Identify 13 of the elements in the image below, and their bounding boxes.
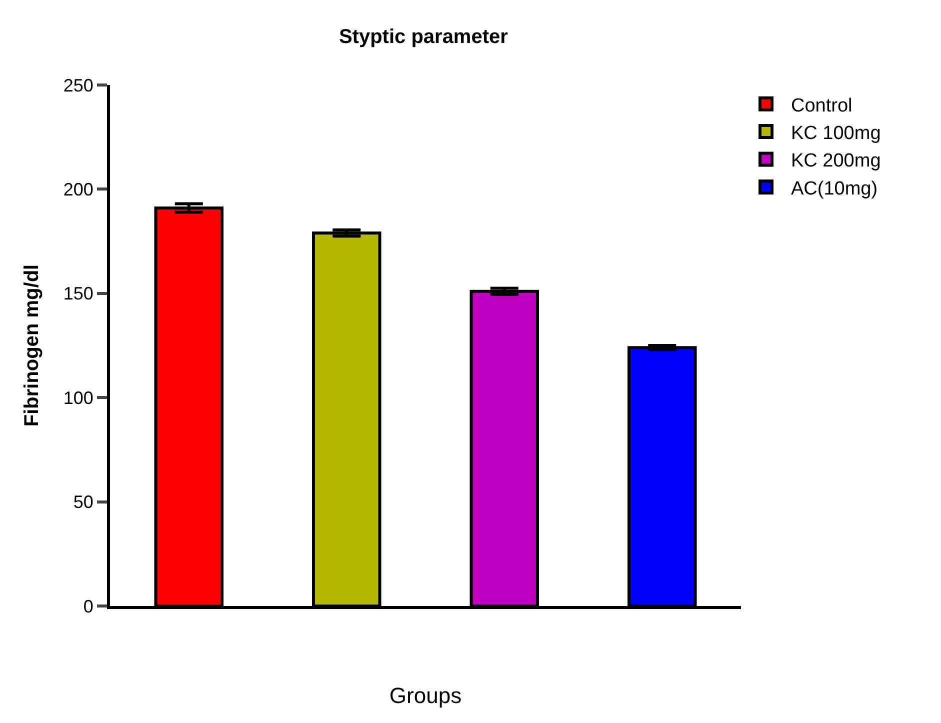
legend-label: AC(10mg) [791,178,878,200]
y-tick-label: 200 [63,180,94,200]
y-axis-title: Fibrinogen mg/dl [20,264,43,427]
y-tick-label: 0 [83,596,94,616]
x-axis-title: Groups [389,682,462,708]
chart-title: Styptic parameter [338,26,508,48]
y-tick-label: 50 [73,492,94,512]
legend-label: KC 200mg [791,150,881,172]
y-tick-label: 150 [63,284,94,304]
y-tick-label: 100 [63,388,94,408]
y-tick-label: 250 [63,75,94,96]
legend-label: KC 100mg [791,122,881,144]
legend-label: Control [791,95,852,116]
